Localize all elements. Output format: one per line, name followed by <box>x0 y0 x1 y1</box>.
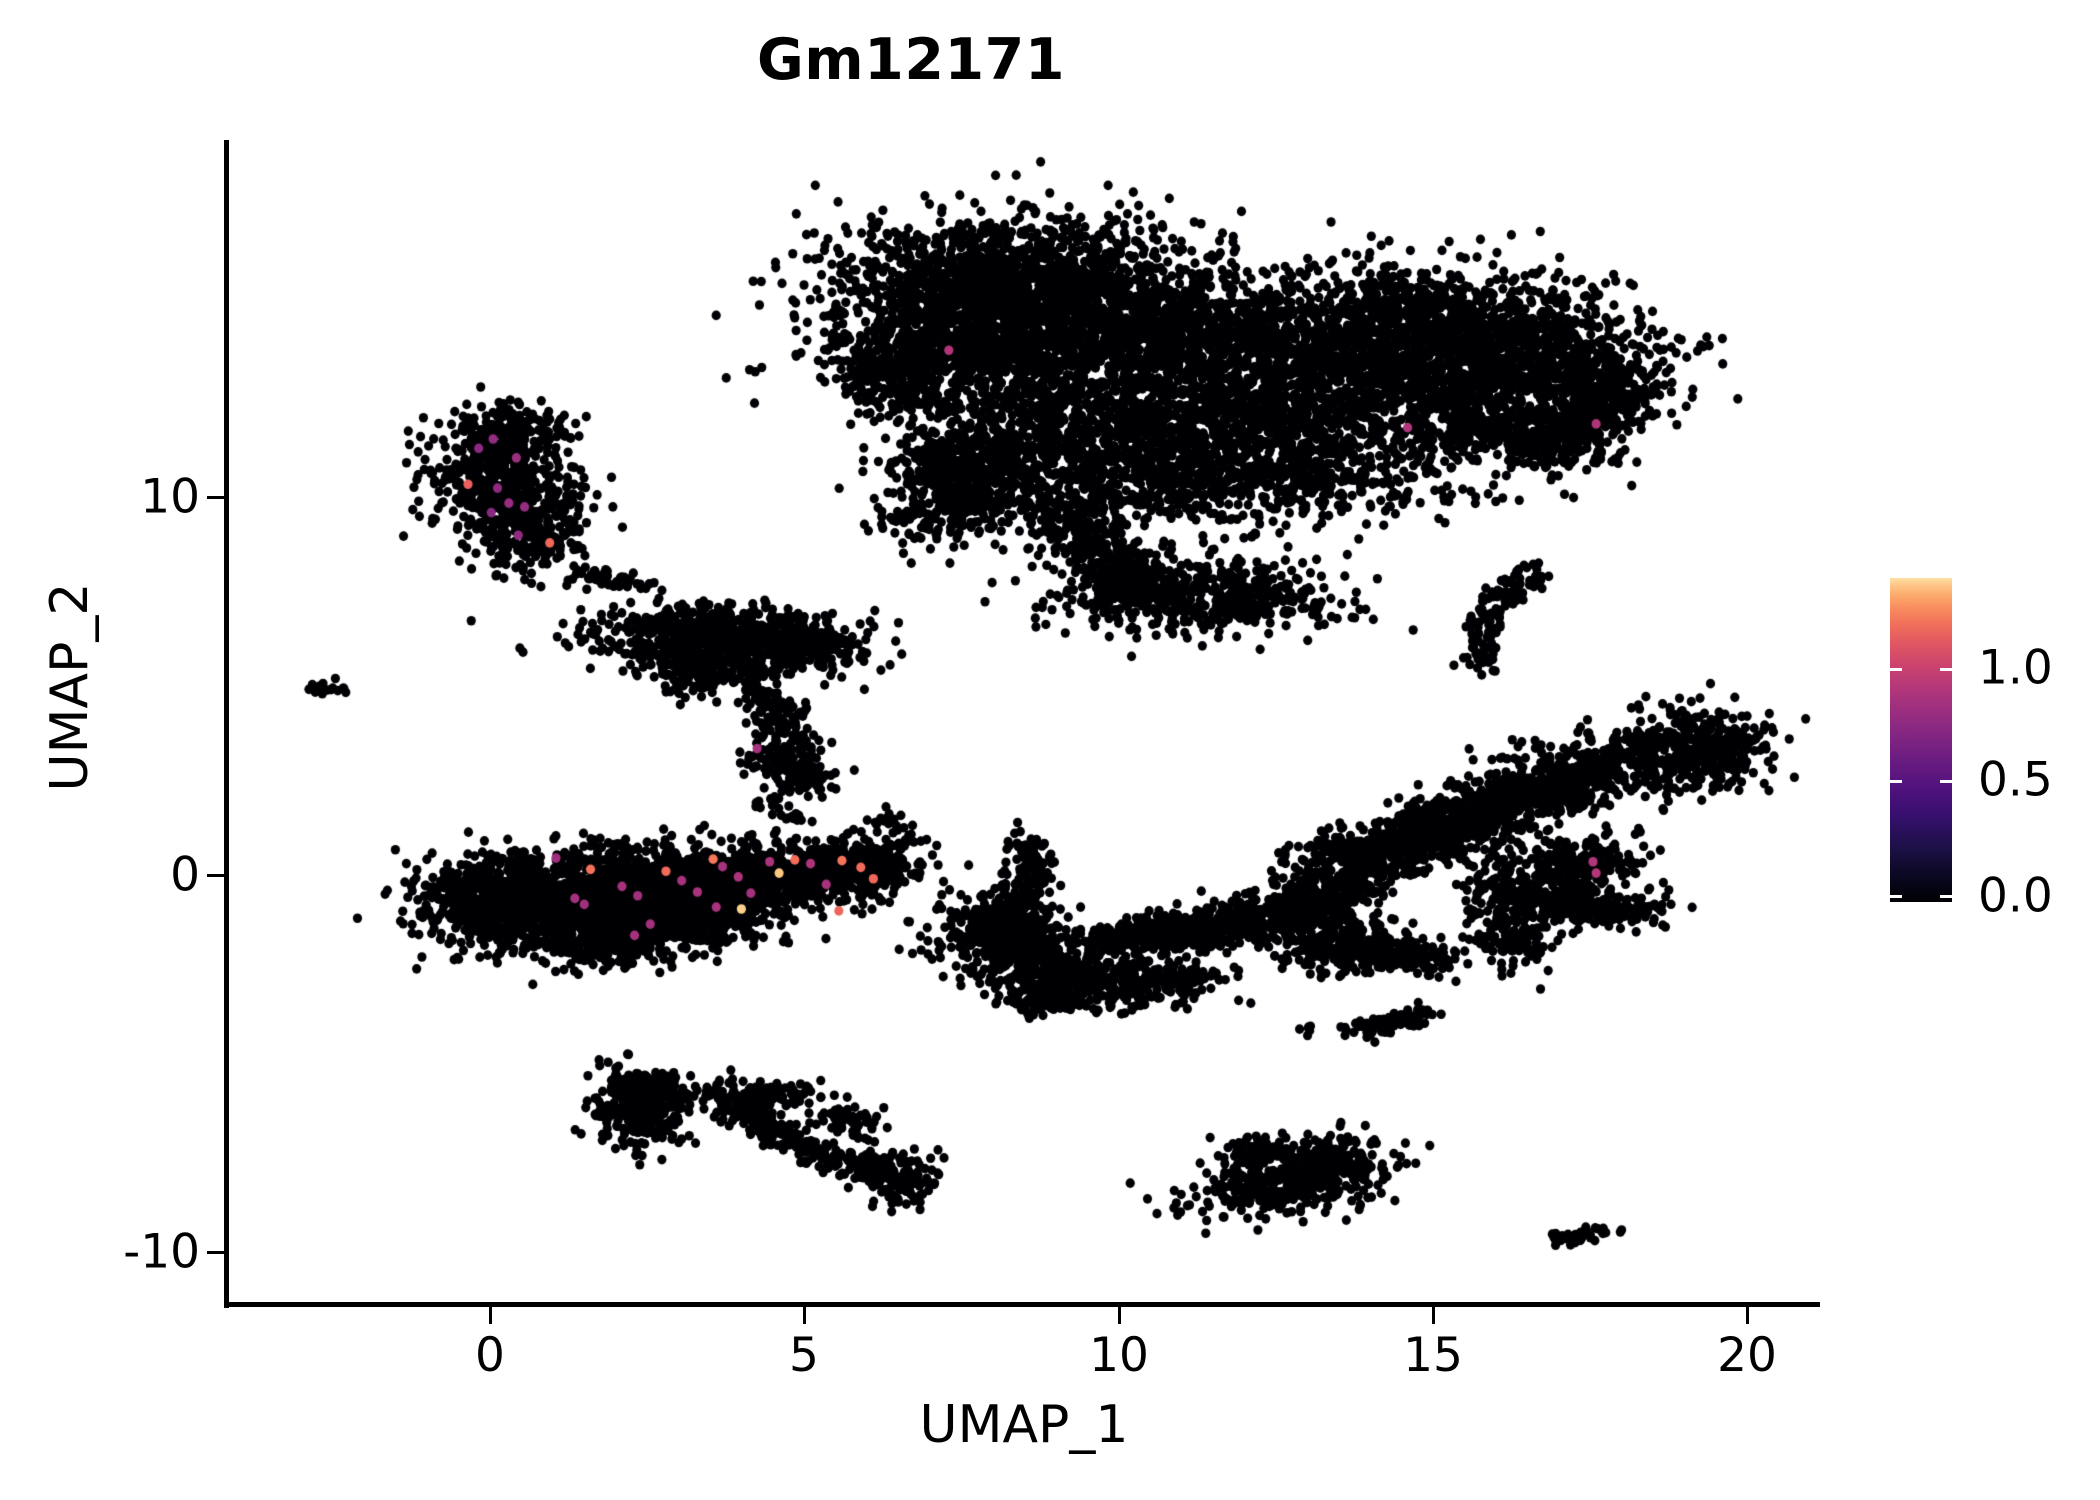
y-axis-label: UMAP_2 <box>40 582 100 792</box>
colorbar: 1.0 0.5 0.0 <box>1890 578 2090 924</box>
y-tick-label-1: 0 <box>170 847 200 903</box>
x-tick-1 <box>803 1307 806 1324</box>
colorbar-label-0.5: 0.5 <box>1978 752 2053 808</box>
y-tick-label-0: 10 <box>140 469 200 525</box>
colorbar-tick-0.5-left <box>1890 780 1902 783</box>
scatter-plot-area <box>228 140 1820 1305</box>
x-tick-label-0: 0 <box>475 1328 505 1383</box>
colorbar-label-0.0: 0.0 <box>1978 868 2053 924</box>
colorbar-tick-1.0-right <box>1940 668 1952 671</box>
x-tick-2 <box>1118 1307 1121 1324</box>
y-tick-1 <box>207 874 225 877</box>
colorbar-tick-0.0-right <box>1940 895 1952 898</box>
x-tick-label-4: 20 <box>1717 1328 1777 1383</box>
x-tick-label-2: 10 <box>1089 1328 1149 1383</box>
colorbar-tick-0.0-left <box>1890 895 1902 898</box>
x-tick-label-1: 5 <box>789 1328 819 1383</box>
colorbar-gradient <box>1890 578 1952 902</box>
x-axis-spine <box>224 1302 1820 1307</box>
y-axis-spine <box>224 140 229 1308</box>
x-tick-3 <box>1432 1307 1435 1324</box>
x-axis-label: UMAP_1 <box>919 1395 1129 1455</box>
y-tick-0 <box>207 496 225 499</box>
umap-scatter-canvas <box>228 140 1820 1305</box>
page-title: Gm12171 <box>757 27 1065 93</box>
x-tick-4 <box>1746 1307 1749 1324</box>
colorbar-tick-1.0-left <box>1890 668 1902 671</box>
colorbar-tick-0.5-right <box>1940 780 1952 783</box>
x-tick-label-3: 15 <box>1403 1328 1463 1383</box>
y-tick-label-2: -10 <box>123 1224 200 1280</box>
colorbar-label-1.0: 1.0 <box>1978 640 2053 696</box>
x-tick-0 <box>489 1307 492 1324</box>
y-tick-2 <box>207 1251 225 1254</box>
